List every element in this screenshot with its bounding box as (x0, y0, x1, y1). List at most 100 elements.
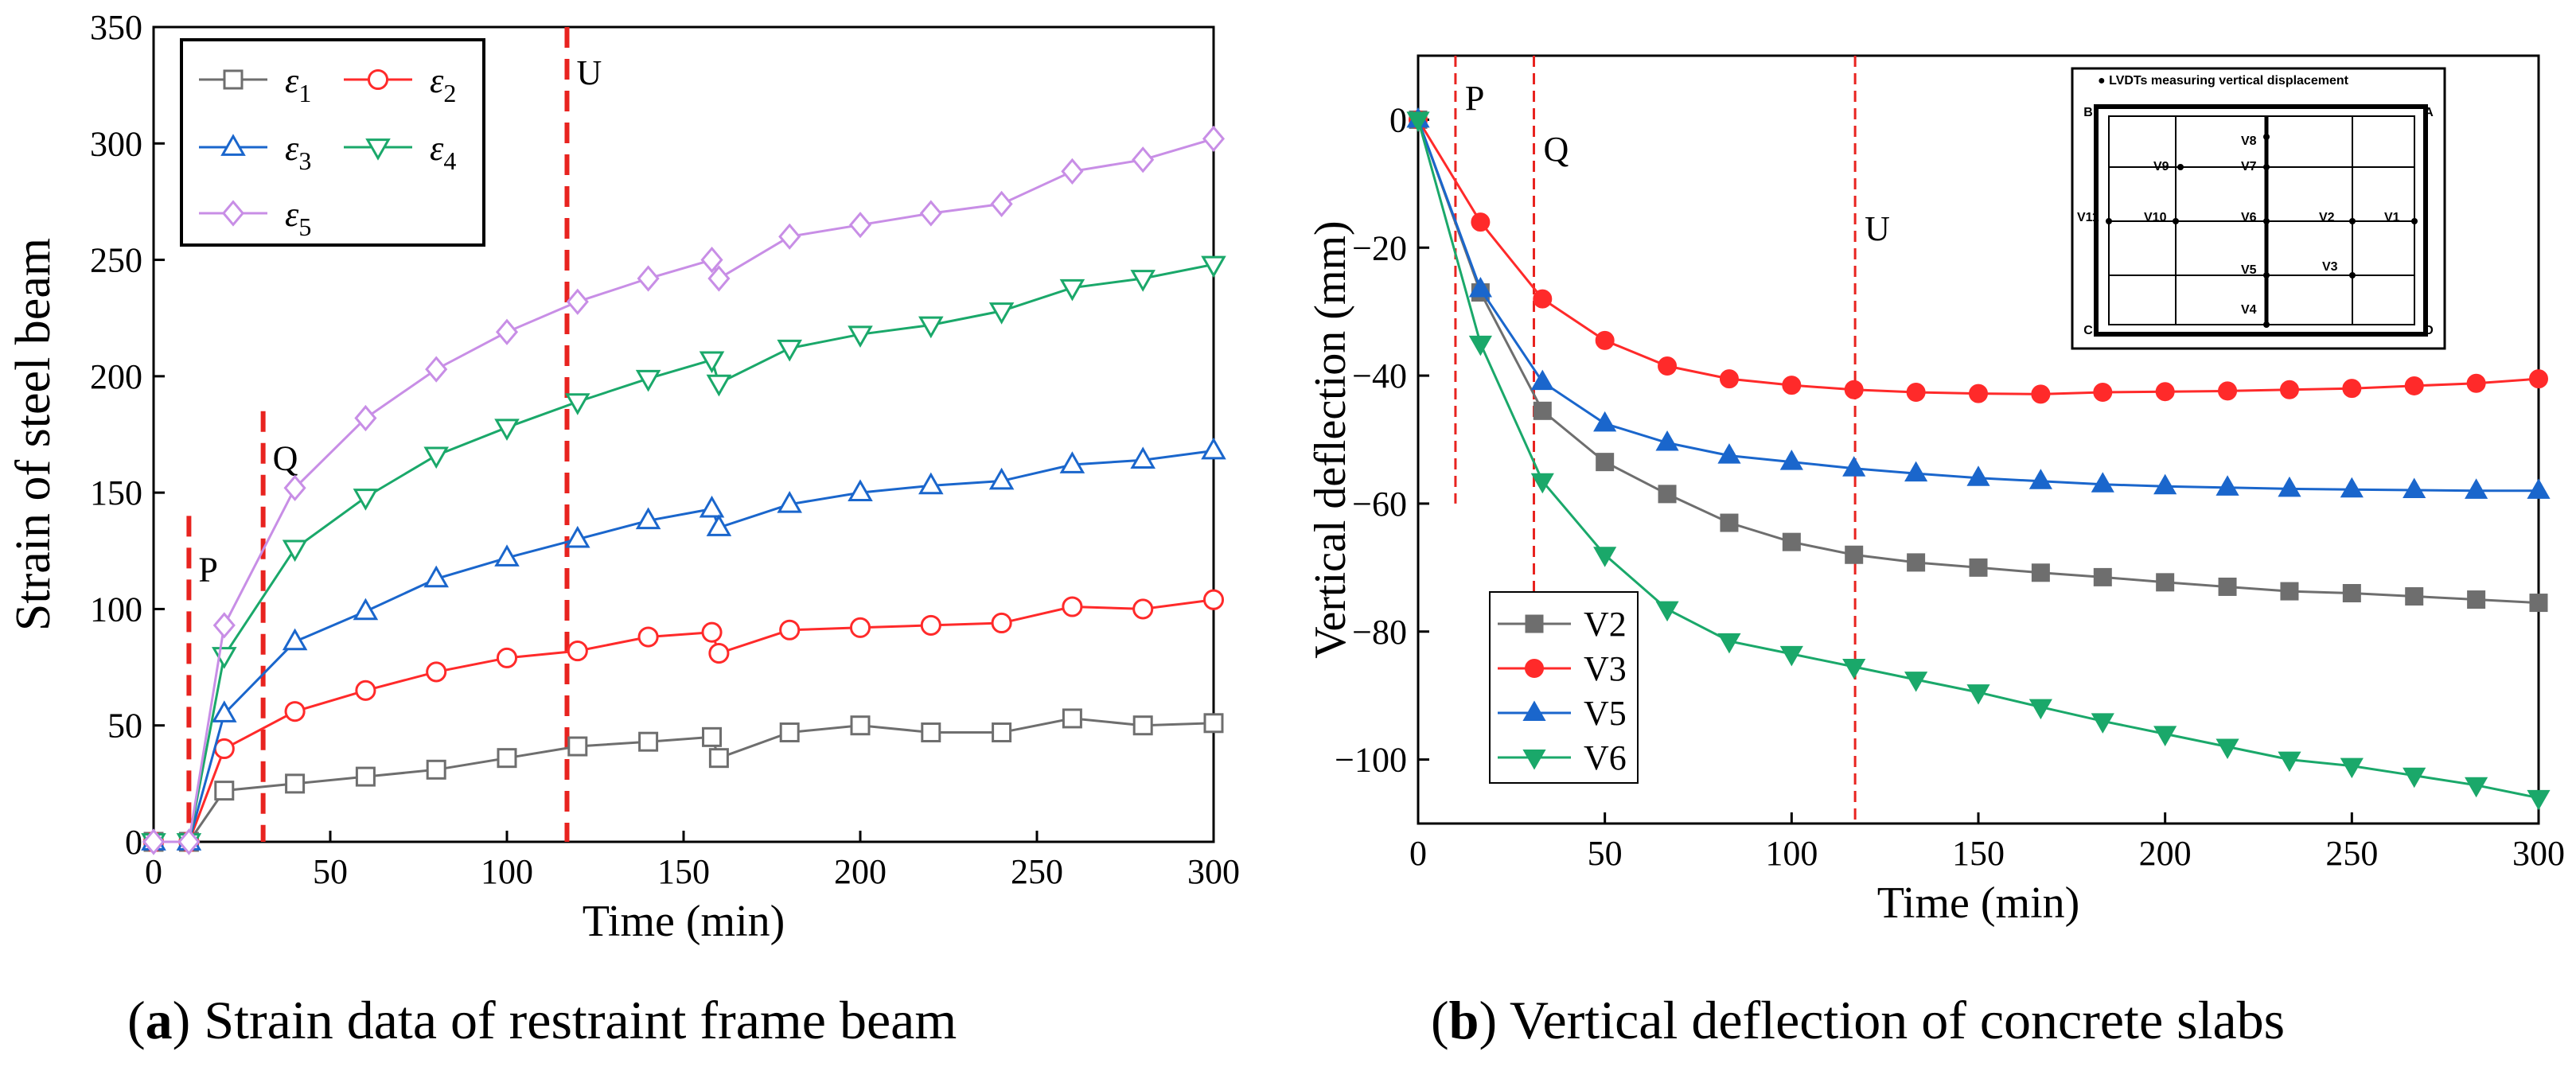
data-point (706, 514, 732, 536)
inset-point-label-V10: V10 (2144, 211, 2167, 224)
inset-title: ● LVDTs measuring vertical displacement (2098, 74, 2349, 88)
legend-a-swatch-marker (223, 69, 244, 90)
inset-slab-outline (2094, 104, 2428, 337)
y-tick-label: 50 (107, 707, 142, 746)
data-point (1468, 276, 1492, 298)
caption-a-text: Strain data of restraint frame beam (190, 990, 957, 1050)
data-point (920, 614, 941, 636)
legend-b: V2 V3 V5 V6 (1489, 591, 1639, 784)
legend-b-swatch-marker (1522, 700, 1546, 721)
data-point (2093, 382, 2113, 402)
data-point (2529, 594, 2548, 613)
data-point (2216, 475, 2239, 496)
inset-point-label-V6: V6 (2241, 211, 2257, 224)
data-point (1717, 443, 1741, 464)
x-tick-label: 150 (1952, 834, 2005, 873)
legend-a-label: ε4 (430, 129, 456, 175)
data-point (1132, 598, 1154, 620)
y-tick-label: −60 (1352, 485, 1407, 524)
data-point (2278, 476, 2301, 497)
data-point (708, 642, 730, 664)
data-point (2342, 379, 2362, 399)
legend-a-swatch-marker (365, 138, 391, 161)
data-point (496, 647, 518, 668)
data-point (699, 495, 725, 518)
inset-point-V4 (2263, 321, 2270, 328)
inset-point-V1 (2411, 218, 2418, 224)
inset-frame (2071, 67, 2446, 350)
data-point (700, 246, 723, 274)
data-point (142, 828, 166, 855)
data-point (2467, 590, 2486, 609)
data-point (2527, 789, 2551, 811)
data-point (2091, 472, 2114, 493)
annotation-label-Q: Q (273, 439, 298, 478)
x-tick-label: 250 (2325, 834, 2378, 873)
y-tick-label: −80 (1352, 613, 1407, 652)
x-axis-label: Time (min) (583, 897, 785, 946)
legend-a-swatch-marker (367, 68, 389, 91)
inset-point-V2 (2349, 218, 2356, 224)
inset-point-label-V9: V9 (2153, 160, 2169, 173)
legend-a-swatch-marker (220, 134, 246, 156)
data-point (1533, 401, 1552, 420)
data-point (284, 701, 306, 722)
y-tick-label: 350 (90, 8, 142, 47)
caption-b-letter: b (1449, 990, 1479, 1050)
chart-a-strain: 0 50 100 150 200 250 300 0 50 100 150 200 250 300 350 T… (6, 8, 1240, 946)
data-point (426, 661, 447, 683)
y-tick-label: −20 (1352, 228, 1407, 267)
data-point (1969, 558, 1988, 577)
data-point (1406, 111, 1430, 132)
inset-point-V9 (2177, 164, 2184, 170)
inset-point-V7 (2263, 164, 2270, 170)
data-point (708, 748, 729, 769)
data-point (2091, 713, 2114, 734)
inset-point-label-V3: V3 (2322, 260, 2338, 274)
data-point (2405, 587, 2424, 606)
data-point (2280, 582, 2299, 601)
inset-point-V10 (2173, 218, 2179, 224)
data-point (2466, 373, 2486, 393)
data-point (918, 316, 944, 339)
data-point (1658, 485, 1677, 504)
data-point (1779, 450, 1803, 470)
data-point (1966, 684, 1990, 705)
x-tick-label: 100 (1765, 834, 1818, 873)
data-point (423, 565, 449, 588)
legend-b-swatch-marker (1525, 614, 1544, 633)
data-point (702, 726, 723, 747)
data-point (988, 467, 1015, 490)
data-point (778, 223, 801, 250)
data-point (635, 507, 661, 530)
data-point (2093, 567, 2112, 586)
data-point (1061, 158, 1084, 185)
data-point (1130, 446, 1155, 469)
x-tick-label: 0 (145, 852, 162, 891)
inset-point-label-V2: V2 (2319, 211, 2335, 224)
inset-point-V6 (2263, 218, 2270, 224)
data-point (567, 736, 588, 757)
data-point (1533, 289, 1553, 309)
x-tick-label: 0 (1409, 834, 1427, 873)
data-point (1593, 547, 1617, 567)
data-point (2031, 563, 2050, 582)
caption-b-text: Vertical deflection of concrete slabs (1497, 990, 2285, 1050)
series-line-4 (154, 263, 1214, 843)
data-point (992, 722, 1012, 742)
data-point (285, 773, 306, 794)
legend-b-label: V6 (1584, 738, 1627, 777)
data-point (777, 339, 802, 362)
data-point (1658, 356, 1678, 376)
data-point (988, 302, 1015, 325)
data-point (425, 356, 448, 383)
data-point (212, 700, 237, 722)
inset-corner-D: D (2424, 324, 2434, 337)
x-tick-label: 200 (834, 852, 887, 891)
data-point (1593, 411, 1617, 432)
data-point (494, 419, 520, 441)
data-point (706, 374, 732, 397)
inset-point-label-V4: V4 (2241, 303, 2257, 317)
data-point (213, 738, 235, 760)
data-point (282, 628, 308, 651)
